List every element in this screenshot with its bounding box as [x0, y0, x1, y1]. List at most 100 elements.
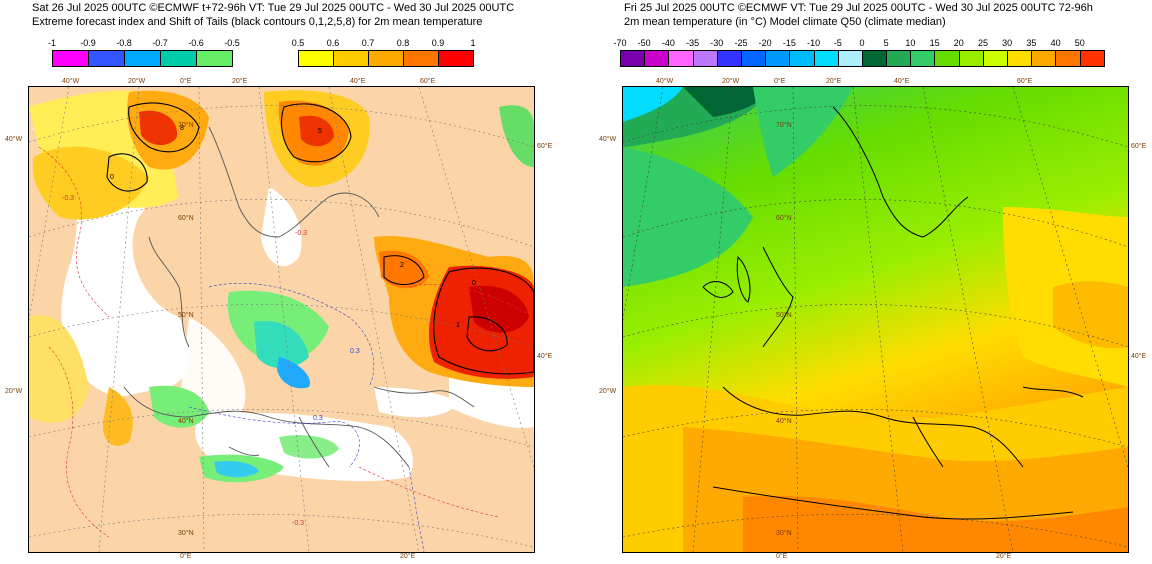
efi-panel: Sat 26 Jul 2025 00UTC ©ECMWF t+72-96h VT… — [5, 2, 553, 560]
climate-legend-tick-label: -40 — [661, 38, 675, 48]
climate-panel: Fri 25 Jul 2025 00UTC ©ECMWF VT: Tue 29 … — [576, 0, 1152, 564]
climate-legend-swatch — [790, 51, 815, 66]
climate-legend-tick-label: -70 — [613, 38, 627, 48]
climate-legend-swatch — [1080, 51, 1104, 66]
efi-legend-negative-swatches — [52, 50, 233, 67]
climate-lon-label: 20°E — [826, 78, 842, 85]
efi-lat-label-right: 40°E — [537, 353, 553, 360]
efi-lon-label: 40°E — [350, 78, 366, 85]
efi-legend-positive: 0.5 0.6 0.7 0.8 0.9 1 — [292, 38, 476, 67]
efi-lat-label-right: 60°E — [537, 143, 553, 150]
climate-legend-swatch — [1056, 51, 1081, 66]
climate-legend-tick-label: -30 — [710, 38, 724, 48]
efi-legend-negative-ticks: -1 -0.9 -0.8 -0.7 -0.6 -0.5 — [48, 38, 240, 50]
efi-lat-label-inner: 60°N — [178, 215, 194, 222]
efi-title-line2: Extreme forecast index and Shift of Tail… — [32, 16, 483, 28]
efi-contour-label: 0.3 — [313, 415, 323, 422]
climate-legend-swatch — [814, 51, 839, 66]
efi-legend-negative-tick-label: -0.9 — [80, 38, 96, 48]
climate-legend-tick-label: -5 — [833, 38, 842, 48]
climate-legend-swatch — [1008, 51, 1033, 66]
climate-lon-label: 40°E — [894, 78, 910, 85]
climate-legend-tick-label: 50 — [1074, 38, 1085, 48]
efi-legend-negative-tick-label: -1 — [47, 38, 57, 48]
climate-legend-swatch — [959, 51, 984, 66]
efi-lon-label-bottom: 20°E — [400, 553, 416, 560]
efi-legend-positive-swatch — [334, 51, 369, 66]
climate-map-graphic — [623, 87, 1128, 552]
climate-lat-label-inner: 70°N — [776, 122, 792, 129]
efi-legend-negative-swatch — [89, 51, 125, 66]
efi-contour-label: 5 — [318, 128, 322, 135]
climate-legend-swatch — [838, 51, 863, 66]
climate-lon-label: 60°E — [1017, 78, 1033, 85]
efi-legend-negative: -1 -0.9 -0.8 -0.7 -0.6 -0.5 — [48, 38, 240, 67]
efi-lat-label-left: 40°W — [5, 136, 23, 143]
efi-map — [28, 86, 535, 553]
climate-lat-label-inner: 40°N — [776, 418, 792, 425]
climate-legend-tick-label: 35 — [1026, 38, 1037, 48]
climate-legend-swatches — [620, 50, 1105, 67]
efi-legend-positive-tick-label: 0.7 — [361, 38, 375, 48]
climate-legend-swatch — [983, 51, 1008, 66]
efi-lat-label-inner: 40°N — [178, 418, 194, 425]
efi-legend-negative-swatch — [161, 51, 197, 66]
climate-legend-swatch — [621, 51, 646, 66]
efi-legend-negative-swatch — [125, 51, 161, 66]
climate-title-line1: Fri 25 Jul 2025 00UTC ©ECMWF VT: Tue 29 … — [624, 2, 1093, 14]
climate-legend-tick-label: 25 — [977, 38, 989, 48]
efi-legend-positive-swatch — [439, 51, 473, 66]
climate-legend-swatch — [741, 51, 767, 66]
climate-legend-tick-label: -50 — [637, 38, 651, 48]
efi-legend-negative-swatch — [53, 51, 89, 66]
climate-legend-swatch — [935, 51, 960, 66]
efi-contour-label: 1 — [456, 322, 460, 329]
climate-legend-swatch — [1032, 51, 1057, 66]
climate-lat-label-left: 20°W — [599, 388, 617, 395]
climate-lat-label-right: 40°E — [1131, 353, 1147, 360]
efi-contour-label: 0 — [472, 280, 476, 287]
efi-legend-negative-tick-label: -0.7 — [152, 38, 168, 48]
climate-legend-swatch — [766, 51, 791, 66]
efi-title-line1: Sat 26 Jul 2025 00UTC ©ECMWF t+72-96h VT… — [32, 2, 515, 14]
climate-title-line2: 2m mean temperature (in °C) Model climat… — [624, 16, 946, 28]
efi-legend-positive-swatches — [298, 50, 474, 67]
efi-lat-label-inner: 50°N — [178, 312, 194, 319]
efi-legend-positive-ticks: 0.5 0.6 0.7 0.8 0.9 1 — [292, 38, 476, 50]
efi-legend-positive-swatch — [369, 51, 404, 66]
efi-lon-label: 20°E — [232, 78, 248, 85]
efi-legend-positive-tick-label: 0.6 — [326, 38, 340, 48]
climate-lat-label-right: 60°E — [1131, 143, 1147, 150]
efi-contour-label: -0.3 — [292, 520, 305, 527]
climate-legend-swatch — [717, 51, 742, 66]
climate-legend: -70 -50 -40 -35 -30 -25 -20 -15 -10 -5 0 5 10 15 20 25 3… — [613, 38, 1105, 67]
climate-legend-tick-label: 20 — [953, 38, 964, 48]
efi-legend-negative-tick-label: -0.5 — [224, 38, 240, 48]
efi-legend-positive-swatch — [299, 51, 334, 66]
climate-legend-tick-label: 0 — [859, 38, 865, 48]
efi-legend-negative-swatch — [197, 51, 232, 66]
climate-legend-tick-label: -10 — [807, 38, 821, 48]
climate-lon-label-bottom: 0°E — [776, 553, 788, 560]
climate-legend-tick-label: -15 — [782, 38, 796, 48]
efi-legend-positive-tick-label: 1 — [470, 38, 476, 48]
climate-legend-tick-label: 10 — [905, 38, 916, 48]
climate-legend-tick-label: 40 — [1050, 38, 1061, 48]
climate-legend-swatch — [862, 51, 888, 66]
climate-lon-label: 20°W — [722, 78, 740, 85]
climate-legend-swatch — [693, 51, 718, 66]
climate-legend-tick-label: 5 — [883, 38, 889, 48]
efi-legend-positive-swatch — [404, 51, 439, 66]
efi-lon-label-bottom: 0°E — [180, 553, 192, 560]
climate-lat-label-inner: 60°N — [776, 215, 792, 222]
efi-lat-label-inner: 30°N — [178, 530, 194, 537]
climate-lat-label-inner: 50°N — [776, 312, 792, 319]
efi-contour-label: 0 — [110, 174, 114, 181]
climate-legend-tick-label: 30 — [1002, 38, 1013, 48]
efi-lat-label-inner: 70°N — [178, 122, 194, 129]
efi-contour-label: 8 — [180, 125, 184, 132]
efi-contour-label: -0.3 — [62, 195, 75, 202]
efi-legend-negative-tick-label: -0.6 — [188, 38, 204, 48]
climate-legend-tick-label: -25 — [734, 38, 748, 48]
efi-map-graphic — [29, 87, 534, 552]
